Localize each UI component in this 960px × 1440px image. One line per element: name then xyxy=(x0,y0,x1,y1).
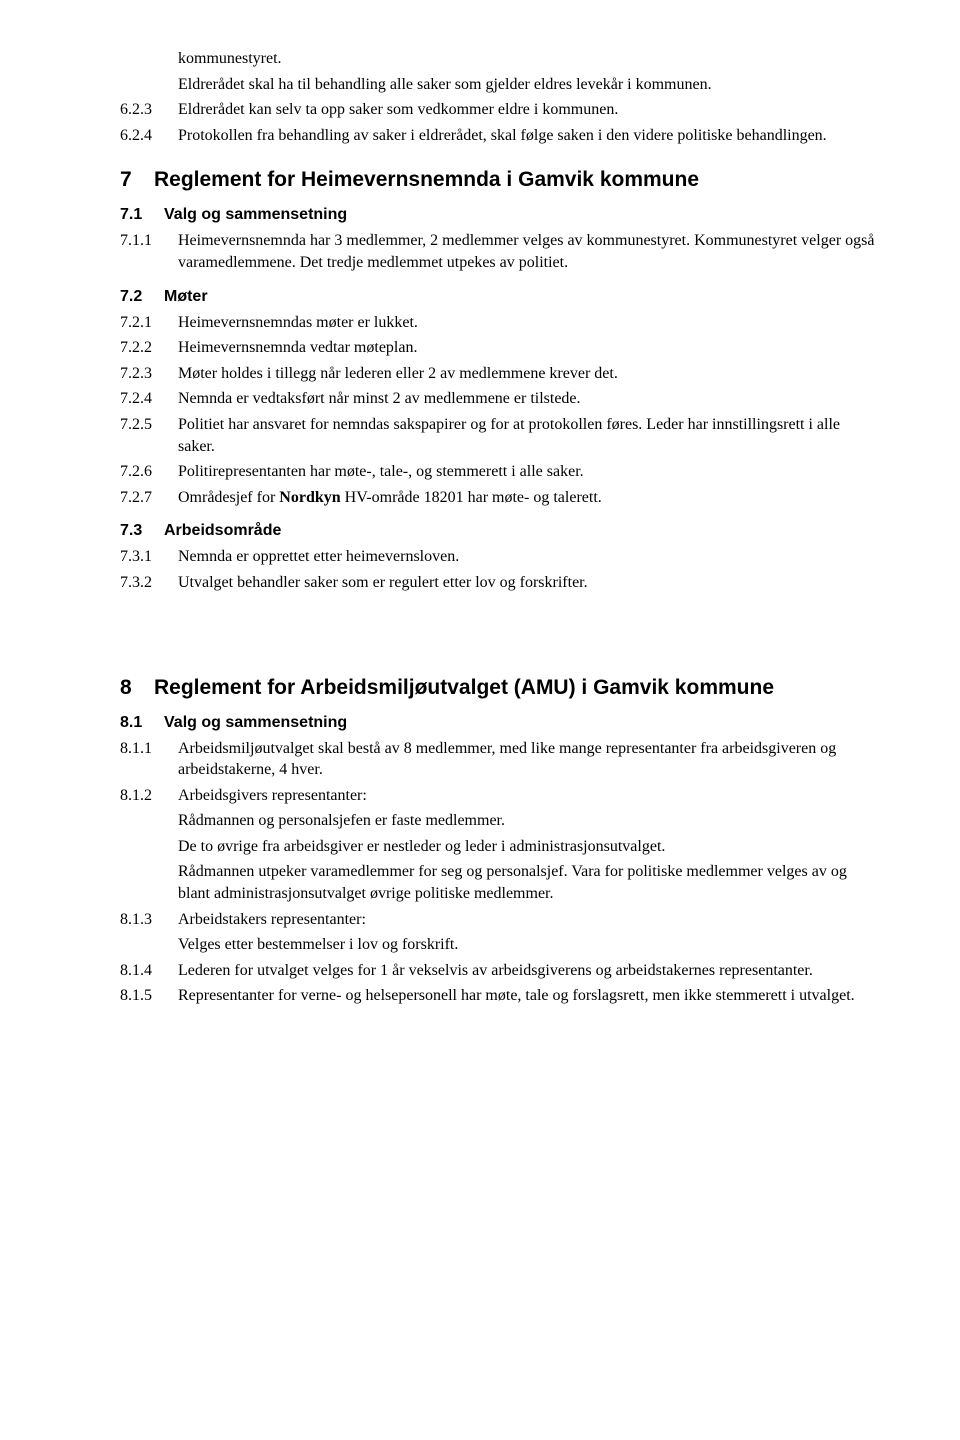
list-item: 7.1.1 Heimevernsnemnda har 3 medlemmer, … xyxy=(120,230,880,273)
item-text: Heimevernsnemnda vedtar møteplan. xyxy=(178,337,880,359)
heading-number: 7.3 xyxy=(120,522,164,540)
heading-title: Reglement for Heimevernsnemnda i Gamvik … xyxy=(154,168,699,192)
item-number: 7.3.2 xyxy=(120,572,178,594)
item-number: 8.1.1 xyxy=(120,738,178,781)
heading-title: Reglement for Arbeidsmiljøutvalget (AMU)… xyxy=(154,676,774,700)
item-text: Arbeidsgivers representanter: xyxy=(178,785,880,807)
heading-number: 7.2 xyxy=(120,288,164,306)
item-number: 7.1.1 xyxy=(120,230,178,273)
list-item: 7.2.5 Politiet har ansvaret for nemndas … xyxy=(120,414,880,457)
subsection-heading: 7.2 Møter xyxy=(120,288,880,306)
item-text: Utvalget behandler saker som er regulert… xyxy=(178,572,880,594)
paragraph-line: Velges etter bestemmelser i lov og forsk… xyxy=(178,934,880,956)
item-text: Nemnda er opprettet etter heimevernslove… xyxy=(178,546,880,568)
item-number: 8.1.5 xyxy=(120,985,178,1007)
item-number: 7.2.1 xyxy=(120,312,178,334)
list-item: 7.2.6 Politirepresentanten har møte-, ta… xyxy=(120,461,880,483)
item-number: 8.1.2 xyxy=(120,785,178,807)
list-item: 8.1.2 Arbeidsgivers representanter: xyxy=(120,785,880,807)
list-item: 7.2.3 Møter holdes i tillegg når lederen… xyxy=(120,363,880,385)
item-number: 7.2.5 xyxy=(120,414,178,457)
item-number: 7.3.1 xyxy=(120,546,178,568)
item-number: 7.2.7 xyxy=(120,487,178,509)
item-text: Nemnda er vedtaksført når minst 2 av med… xyxy=(178,388,880,410)
item-number: 7.2.6 xyxy=(120,461,178,483)
item-text: Heimevernsnemnda har 3 medlemmer, 2 medl… xyxy=(178,230,880,273)
subsection-heading: 7.3 Arbeidsområde xyxy=(120,522,880,540)
heading-number: 8.1 xyxy=(120,714,164,732)
item-number: 8.1.4 xyxy=(120,960,178,982)
list-item: 8.1.4 Lederen for utvalget velges for 1 … xyxy=(120,960,880,982)
item-number: 7.2.4 xyxy=(120,388,178,410)
paragraph-line: De to øvrige fra arbeidsgiver er nestled… xyxy=(178,836,880,858)
section-heading: 7 Reglement for Heimevernsnemnda i Gamvi… xyxy=(120,168,880,192)
list-item: 7.2.2 Heimevernsnemnda vedtar møteplan. xyxy=(120,337,880,359)
item-text: Områdesjef for Nordkyn HV-område 18201 h… xyxy=(178,487,880,509)
list-item: 8.1.1 Arbeidsmiljøutvalget skal bestå av… xyxy=(120,738,880,781)
item-text: Lederen for utvalget velges for 1 år vek… xyxy=(178,960,880,982)
item-number: 7.2.3 xyxy=(120,363,178,385)
heading-number: 7.1 xyxy=(120,206,164,224)
item-number: 6.2.3 xyxy=(120,99,178,121)
text-fragment: HV-område 18201 har møte- og talerett. xyxy=(341,489,602,506)
list-item: 7.2.7 Områdesjef for Nordkyn HV-område 1… xyxy=(120,487,880,509)
heading-number: 7 xyxy=(120,168,154,192)
item-number: 8.1.3 xyxy=(120,909,178,931)
item-text: Møter holdes i tillegg når lederen eller… xyxy=(178,363,880,385)
paragraph-continuation: Eldrerådet skal ha til behandling alle s… xyxy=(178,74,880,96)
list-item: 7.2.4 Nemnda er vedtaksført når minst 2 … xyxy=(120,388,880,410)
paragraph-continuation: kommunestyret. xyxy=(178,48,880,70)
list-item: 7.2.1 Heimevernsnemndas møter er lukket. xyxy=(120,312,880,334)
section-heading: 8 Reglement for Arbeidsmiljøutvalget (AM… xyxy=(120,676,880,700)
item-text: Arbeidsmiljøutvalget skal bestå av 8 med… xyxy=(178,738,880,781)
item-text: Arbeidstakers representanter: xyxy=(178,909,880,931)
heading-title: Møter xyxy=(164,288,208,306)
item-number: 6.2.4 xyxy=(120,125,178,147)
spacer xyxy=(120,598,880,654)
heading-number: 8 xyxy=(120,676,154,700)
list-item: 8.1.3 Arbeidstakers representanter: xyxy=(120,909,880,931)
item-text: Protokollen fra behandling av saker i el… xyxy=(178,125,880,147)
list-item: 8.1.5 Representanter for verne- og helse… xyxy=(120,985,880,1007)
item-text: Eldrerådet kan selv ta opp saker som ved… xyxy=(178,99,880,121)
item-number: 7.2.2 xyxy=(120,337,178,359)
list-item: 7.3.1 Nemnda er opprettet etter heimever… xyxy=(120,546,880,568)
text-fragment: Områdesjef for xyxy=(178,489,279,506)
heading-title: Valg og sammensetning xyxy=(164,714,347,732)
heading-title: Arbeidsområde xyxy=(164,522,281,540)
list-item: 6.2.4 Protokollen fra behandling av sake… xyxy=(120,125,880,147)
paragraph-line: Rådmannen og personalsjefen er faste med… xyxy=(178,810,880,832)
item-text: Politirepresentanten har møte-, tale-, o… xyxy=(178,461,880,483)
subsection-heading: 8.1 Valg og sammensetning xyxy=(120,714,880,732)
subsection-heading: 7.1 Valg og sammensetning xyxy=(120,206,880,224)
item-text: Representanter for verne- og helseperson… xyxy=(178,985,880,1007)
item-text: Heimevernsnemndas møter er lukket. xyxy=(178,312,880,334)
paragraph-line: Rådmannen utpeker varamedlemmer for seg … xyxy=(178,861,880,904)
heading-title: Valg og sammensetning xyxy=(164,206,347,224)
list-item: 6.2.3 Eldrerådet kan selv ta opp saker s… xyxy=(120,99,880,121)
item-text: Politiet har ansvaret for nemndas sakspa… xyxy=(178,414,880,457)
text-bold: Nordkyn xyxy=(279,489,340,506)
list-item: 7.3.2 Utvalget behandler saker som er re… xyxy=(120,572,880,594)
